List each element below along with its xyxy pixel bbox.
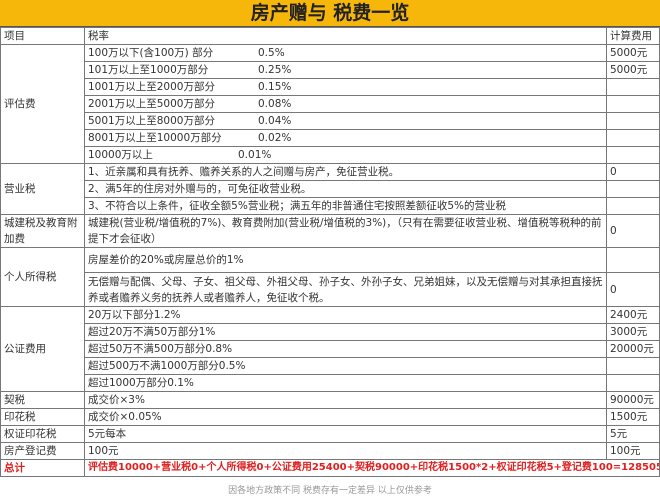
appraisal-cost (606, 95, 660, 113)
business-tax-rule: 3、不符合以上条件，征收全额5%营业税；满五年的非普通住宅按照差额征收5%的营业… (84, 197, 607, 215)
total-text: 评估费10000+营业税0+个人所得税0+公证费用25400+契税90000+印… (84, 459, 660, 477)
table-row: 1001万以上至2000万部分 0.15% (1, 78, 660, 96)
appraisal-range: 100万以下(含100万) 部分 (88, 47, 214, 59)
table-row: 房产登记费 100元 100元 (0, 442, 660, 460)
cert-stamp-label: 权证印花税 (0, 425, 85, 443)
total-label: 总计 (0, 459, 85, 477)
appraisal-range-cell: 100万以下(含100万) 部分 0.5% (84, 44, 607, 62)
appraisal-cost (606, 112, 660, 130)
header-rate: 税率 (84, 27, 607, 45)
appraisal-cost (606, 129, 660, 147)
table-row: 权证印花税 5元每本 5元 (0, 425, 660, 443)
stamp-tax-cost: 1500元 (606, 408, 660, 426)
table-row: 8001万以上至10000万部分 0.02% (1, 129, 660, 147)
total-row: 总计 评估费10000+营业税0+个人所得税0+公证费用25400+契税9000… (0, 459, 660, 477)
appraisal-range: 1001万以上至2000万部分 (88, 81, 215, 93)
appraisal-rate: 0.04% (258, 115, 292, 127)
appraisal-range-cell: 101万以上至1000万部分 0.25% (84, 61, 607, 79)
table-row: 10000万以上 0.01% (1, 146, 660, 164)
table-row: 超过50万不满500万部分0.8% 20000元 (1, 340, 660, 358)
stamp-tax-text: 成交价×0.05% (84, 408, 607, 426)
urban-tax-cost: 0 (606, 214, 660, 248)
urban-tax-label: 城建税及教育附加费 (0, 214, 85, 248)
business-tax-rule: 1、近亲属和具有抚养、赡养关系的人之间赠与房产，免征营业税。 (84, 163, 607, 181)
table-row: 城建税及教育附加费 城建税(营业税/增值税的7%)、教育费附加(营业税/增值税的… (0, 214, 660, 248)
appraisal-range: 2001万以上至5000万部分 (88, 98, 215, 110)
table-row: 2001万以上至5000万部分 0.08% (1, 95, 660, 113)
urban-tax-text: 城建税(营业税/增值税的7%)、教育费附加(营业税/增值税的3%)，（只有在需要… (84, 214, 607, 248)
appraisal-label: 评估费 (0, 44, 85, 164)
notary-cost: 3000元 (606, 323, 660, 341)
registration-label: 房产登记费 (0, 442, 85, 460)
notary-cost: 2400元 (606, 306, 660, 324)
appraisal-cost (606, 146, 660, 164)
table-row: 个人所得税 房屋差价的20%或房屋总价的1% (0, 247, 660, 307)
income-tax-rule: 无偿赠与配偶、父母、子女、祖父母、外祖父母、孙子女、外孙子女、兄弟姐妹，以及无偿… (84, 272, 607, 307)
notary-cost: 20000元 (606, 340, 660, 358)
appraisal-range: 8001万以上至10000万部分 (88, 132, 222, 144)
appraisal-rate: 0.02% (258, 132, 292, 144)
appraisal-range-cell: 10000万以上 0.01% (84, 146, 607, 164)
appraisal-rate: 0.08% (258, 98, 292, 110)
page-title: 房产赠与 税费一览 (0, 0, 660, 27)
table-row: 公证费用 20万以下部分1.2% 2400元 (0, 306, 660, 392)
appraisal-range: 10000万以上 (88, 149, 153, 161)
business-tax-rule: 2、满5年的住房对外赠与的，可免征收营业税。 (84, 180, 607, 198)
appraisal-range-cell: 8001万以上至10000万部分 0.02% (84, 129, 607, 147)
table-row: 3、不符合以上条件，征收全额5%营业税；满五年的非普通住宅按照差额征收5%的营业… (1, 197, 660, 215)
income-tax-cost: 0 (606, 272, 660, 307)
income-tax-label: 个人所得税 (0, 247, 85, 307)
table-header: 项目 税率 计算费用 (0, 27, 660, 45)
table-row: 超过500万不满1000万部分0.5% (1, 357, 660, 375)
appraisal-rate: 0.01% (238, 149, 272, 161)
notary-cost (606, 374, 660, 392)
business-tax-cost: 0 (606, 163, 660, 181)
table-row: 101万以上至1000万部分 0.25% 5000元 (1, 61, 660, 79)
appraisal-rate: 0.25% (258, 64, 292, 76)
appraisal-cost: 5000元 (606, 61, 660, 79)
appraisal-cost: 5000元 (606, 44, 660, 62)
empty-cell (606, 197, 660, 215)
appraisal-rate: 0.15% (258, 81, 292, 93)
notary-rate: 超过500万不满1000万部分0.5% (84, 357, 607, 375)
table-row: 契税 成交价×3% 90000元 (0, 391, 660, 409)
table-row: 5001万以上至8000万部分 0.04% (1, 112, 660, 130)
table-row: 超过20万不满50万部分1% 3000元 (1, 323, 660, 341)
table-row: 超过1000万部分0.1% (1, 374, 660, 392)
appraisal-range: 101万以上至1000万部分 (88, 64, 209, 76)
income-tax-rule: 房屋差价的20%或房屋总价的1% (84, 247, 607, 273)
tax-table: 项目 税率 计算费用 评估费 100万以下(含100万) 部分 0.5% 5000元 1… (0, 27, 660, 477)
table-row: 2、满5年的住房对外赠与的，可免征收营业税。 (1, 180, 660, 198)
empty-cell (606, 247, 660, 273)
deed-tax-text: 成交价×3% (84, 391, 607, 409)
appraisal-range-cell: 5001万以上至8000万部分 0.04% (84, 112, 607, 130)
header-item: 项目 (0, 27, 85, 45)
registration-cost: 100元 (606, 442, 660, 460)
appraisal-rate: 0.5% (258, 47, 285, 59)
stamp-tax-label: 印花税 (0, 408, 85, 426)
notary-label: 公证费用 (0, 306, 85, 392)
notary-cost (606, 357, 660, 375)
deed-tax-label: 契税 (0, 391, 85, 409)
notary-rate: 超过50万不满500万部分0.8% (84, 340, 607, 358)
notary-rate: 超过20万不满50万部分1% (84, 323, 607, 341)
registration-text: 100元 (84, 442, 607, 460)
table-row: 印花税 成交价×0.05% 1500元 (0, 408, 660, 426)
appraisal-range: 5001万以上至8000万部分 (88, 115, 215, 127)
cert-stamp-cost: 5元 (606, 425, 660, 443)
empty-cell (606, 180, 660, 198)
deed-tax-cost: 90000元 (606, 391, 660, 409)
header-cost: 计算费用 (606, 27, 660, 45)
business-tax-label: 营业税 (0, 163, 85, 215)
appraisal-range-cell: 1001万以上至2000万部分 0.15% (84, 78, 607, 96)
cert-stamp-text: 5元每本 (84, 425, 607, 443)
appraisal-range-cell: 2001万以上至5000万部分 0.08% (84, 95, 607, 113)
table-row: 评估费 100万以下(含100万) 部分 0.5% 5000元 (0, 44, 660, 164)
table-row: 无偿赠与配偶、父母、子女、祖父母、外祖父母、孙子女、外孙子女、兄弟姐妹，以及无偿… (1, 272, 660, 307)
table-row: 营业税 1、近亲属和具有抚养、赡养关系的人之间赠与房产，免征营业税。 0 (0, 163, 660, 215)
appraisal-cost (606, 78, 660, 96)
notary-rate: 20万以下部分1.2% (84, 306, 607, 324)
footnote: 因各地方政策不同 税费存有一定差异 以上仅供参考 (228, 486, 432, 496)
notary-rate: 超过1000万部分0.1% (84, 374, 607, 392)
